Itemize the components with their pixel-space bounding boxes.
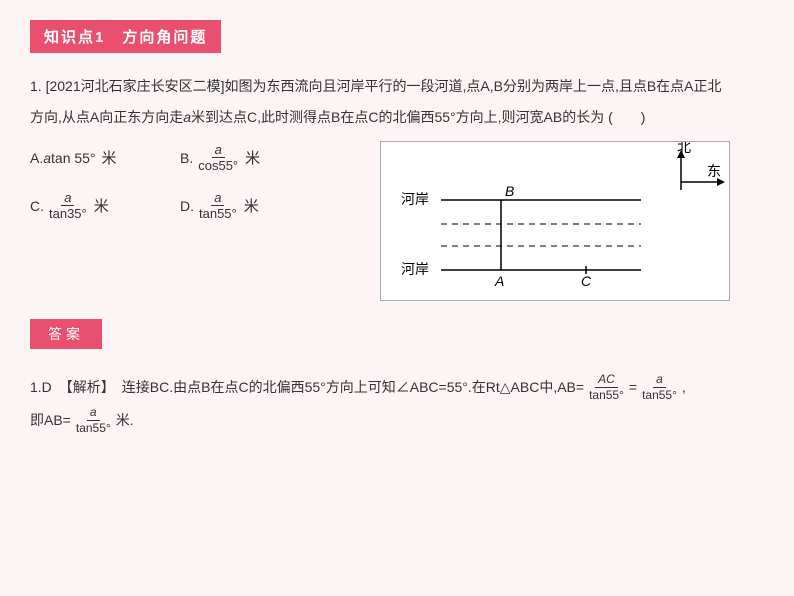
problem-line2b: 米到达点C,此时测得点B在点C的北偏西55°方向上,则河宽AB的长为 ( )	[191, 109, 645, 125]
option-b: B. a cos55° 米	[180, 143, 330, 172]
options: A.atan 55° 米 B. a cos55° 米 C. a tan35° 米	[30, 141, 340, 237]
var-a: a	[183, 109, 191, 125]
opt-a-var: a	[43, 150, 51, 166]
answer-tag: 答案	[30, 319, 102, 349]
sol-frac1: AC tan55°	[586, 373, 627, 402]
opt-b-label: B.	[180, 150, 193, 166]
sol-frac3: a tan55°	[73, 406, 114, 435]
opt-c-num: a	[61, 191, 74, 206]
sol-f3-num: a	[87, 406, 100, 421]
sol-comma: ,	[682, 371, 686, 405]
opt-c-frac: a tan35°	[46, 191, 90, 220]
opt-b-den: cos55°	[195, 158, 241, 172]
pt-b: B	[505, 183, 514, 199]
opt-b-unit: 米	[245, 147, 260, 168]
opt-c-unit: 米	[94, 195, 109, 216]
opt-c-den: tan35°	[46, 206, 90, 220]
sol-text1: 1.D 【解析】 连接BC.由点B在点C的北偏西55°方向上可知∠ABC=55°…	[30, 371, 584, 405]
bank-label-top: 河岸	[401, 191, 429, 207]
opt-d-label: D.	[180, 198, 194, 214]
opt-a-unit: 米	[101, 147, 116, 168]
bank-label-bottom: 河岸	[401, 261, 429, 277]
sol-f2-num: a	[653, 373, 666, 388]
sol-f1-den: tan55°	[586, 388, 627, 402]
east-label: 东	[707, 163, 721, 179]
opt-d-frac: a tan55°	[196, 191, 240, 220]
sol-f1-num: AC	[595, 373, 618, 388]
sol-f2-den: tan55°	[639, 388, 680, 402]
opt-a-text: tan 55°	[51, 150, 96, 166]
opt-a-label: A.	[30, 150, 43, 166]
problem-text: 1. [2021河北石家庄长安区二模]如图为东西流向且河岸平行的一段河道,点A,…	[30, 71, 764, 133]
figure: 北 东 河岸 河岸 B A C	[380, 141, 730, 301]
north-label: 北	[677, 142, 691, 155]
figure-svg: 北 东 河岸 河岸 B A C	[381, 142, 731, 302]
sol-tail: 米.	[116, 404, 134, 438]
option-a: A.atan 55° 米	[30, 147, 180, 168]
sol-eq: =	[629, 371, 637, 405]
sol-text2: 即AB=	[30, 404, 71, 438]
opt-d-num: a	[211, 191, 224, 206]
pt-a: A	[494, 273, 504, 289]
opt-b-num: a	[212, 143, 225, 158]
sol-frac2: a tan55°	[639, 373, 680, 402]
opt-b-frac: a cos55°	[195, 143, 241, 172]
opt-d-unit: 米	[244, 195, 259, 216]
problem-line1: 1. [2021河北石家庄长安区二模]如图为东西流向且河岸平行的一段河道,点A,…	[30, 78, 722, 94]
opt-d-den: tan55°	[196, 206, 240, 220]
option-c: C. a tan35° 米	[30, 191, 180, 220]
pt-c: C	[581, 273, 592, 289]
opt-c-label: C.	[30, 198, 44, 214]
solution: 1.D 【解析】 连接BC.由点B在点C的北偏西55°方向上可知∠ABC=55°…	[30, 371, 764, 438]
option-d: D. a tan55° 米	[180, 191, 330, 220]
knowledge-tag: 知识点1 方向角问题	[30, 20, 221, 53]
sol-f3-den: tan55°	[73, 421, 114, 435]
problem-line2a: 方向,从点A向正东方向走	[30, 109, 183, 125]
